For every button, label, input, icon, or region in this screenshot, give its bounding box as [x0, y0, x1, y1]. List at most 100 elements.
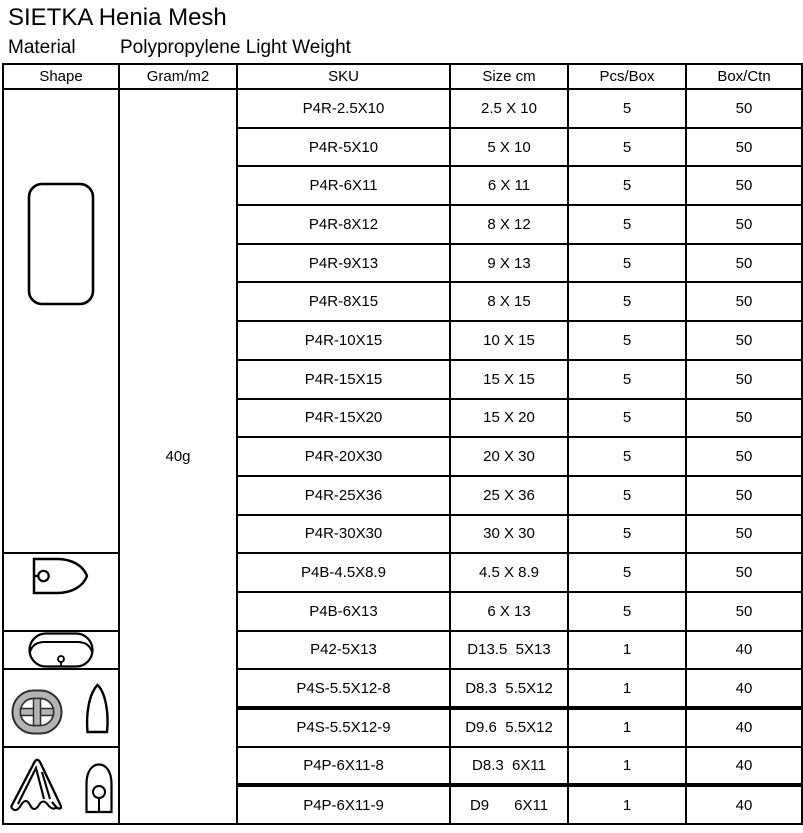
pcs-cell: 5: [567, 88, 687, 129]
size-cell: 5 X 10: [449, 126, 569, 168]
table-row: P4R-30X30 30 X 30 5 50: [3, 513, 803, 555]
table-row: P42-5X13 D13.5 5X13 1 40: [2, 629, 803, 671]
size-cell: 20 X 30: [449, 436, 569, 477]
sku-cell: P4B-4.5X8.9: [236, 552, 451, 593]
box-cell: 50: [685, 320, 803, 361]
box-cell: 50: [685, 436, 803, 477]
col-header-size: Size cm: [449, 63, 569, 90]
box-cell: 40: [685, 629, 803, 671]
sku-cell: P4R-15X15: [236, 358, 451, 400]
size-cell: 4.5 X 8.9: [449, 552, 569, 593]
size-cell: 8 X 12: [449, 204, 569, 245]
pcs-cell: 5: [567, 590, 687, 632]
box-cell: 50: [685, 552, 803, 593]
size-cell: D8.3 6X11: [449, 745, 569, 788]
table-row: P4R-25X36 25 X 36 5 50: [3, 474, 803, 516]
table-row: 40g P4R-2.5X10 2.5 X 10 5 50: [2, 87, 803, 826]
pcs-cell: 5: [567, 474, 687, 516]
sku-cell: P4P-6X11-8: [236, 745, 451, 788]
sku-cell: P4S-5.5X12-8: [236, 668, 451, 710]
box-cell: 50: [685, 590, 803, 632]
size-cell: 9 X 13: [449, 242, 569, 284]
material-line: Material Polypropylene Light Weight: [0, 34, 803, 61]
bullet-tag-with-eyelet-icon: [32, 558, 89, 595]
table-row: P4B-6X13 6 X 13 5 50: [3, 590, 803, 632]
header-row: Shape Gram/m2 SKU Size cm Pcs/Box Box/Ct…: [2, 63, 803, 90]
sku-cell: P4P-6X11-9: [236, 784, 451, 826]
pcs-cell: 5: [567, 165, 687, 207]
sku-cell: P4R-6X11: [236, 165, 451, 207]
pcs-cell: 5: [567, 204, 687, 245]
table-row: P4B-4.5X8.9 4.5 X 8.9 5 50: [2, 552, 803, 632]
table-row: P4R-15X20 15 X 20 5 50: [3, 397, 803, 439]
table-row: P4R-20X30 20 X 30 5 50: [3, 436, 803, 477]
sku-cell: P4R-5X10: [236, 126, 451, 168]
gram-cell: 40g: [118, 87, 238, 826]
sku-cell: P42-5X13: [236, 629, 451, 671]
col-header-gram: Gram/m2: [118, 63, 238, 90]
pcs-cell: 5: [567, 513, 687, 555]
product-spec-table: Shape Gram/m2 SKU Size cm Pcs/Box Box/Ct…: [2, 63, 803, 826]
table-row: P4S-5.5X12-9 D9.6 5.5X12 1 40: [3, 707, 803, 748]
pcs-cell: 5: [567, 358, 687, 400]
pcs-cell: 1: [567, 784, 687, 826]
rounded-rectangle-icon: [27, 182, 95, 306]
size-cell: D8.3 5.5X12: [449, 668, 569, 710]
box-cell: 40: [685, 784, 803, 826]
size-cell: 6 X 11: [449, 165, 569, 207]
table-row: P4R-8X15 8 X 15 5 50: [3, 281, 803, 323]
material-label: Material: [8, 37, 76, 58]
pcs-cell: 5: [567, 281, 687, 323]
crumpled-mesh-icon: [9, 758, 63, 812]
col-header-box: Box/Ctn: [685, 63, 803, 90]
box-cell: 50: [685, 513, 803, 555]
box-cell: 50: [685, 281, 803, 323]
size-cell: 30 X 30: [449, 513, 569, 555]
sku-cell: P4S-5.5X12-9: [236, 707, 451, 748]
sku-cell: P4R-8X15: [236, 281, 451, 323]
arch-with-eyelet-icon: [85, 763, 113, 814]
pointed-board-icon: [86, 682, 109, 733]
shape-cell-crumpled-mesh-and-arch: [2, 745, 120, 826]
size-cell: D9.6 5.5X12: [449, 707, 569, 748]
table-row: P4P-6X11-8 D8.3 6X11 1 40: [2, 745, 803, 826]
pcs-cell: 1: [567, 745, 687, 788]
size-cell: 2.5 X 10: [449, 88, 569, 129]
box-cell: 40: [685, 745, 803, 788]
size-cell: 25 X 36: [449, 474, 569, 516]
size-cell: 15 X 20: [449, 397, 569, 439]
page-title: SIETKA Henia Mesh: [8, 4, 227, 31]
sku-cell: P4R-15X20: [236, 397, 451, 439]
box-cell: 50: [685, 204, 803, 245]
pcs-cell: 5: [567, 242, 687, 284]
sku-cell: P4R-8X12: [236, 204, 451, 245]
oval-buckle-icon: [11, 689, 63, 734]
pcs-cell: 1: [567, 707, 687, 748]
table-row: P4R-10X15 10 X 15 5 50: [3, 320, 803, 361]
col-header-pcs: Pcs/Box: [567, 63, 687, 90]
sku-cell: P4R-2.5X10: [236, 88, 451, 129]
sku-cell: P4R-25X36: [236, 474, 451, 516]
pcs-cell: 1: [567, 629, 687, 671]
box-cell: 50: [685, 165, 803, 207]
shape-cell-oval-tray: [2, 629, 120, 671]
sku-cell: P4R-10X15: [236, 320, 451, 361]
table-row: P4R-5X10 5 X 10 5 50: [3, 126, 803, 168]
box-cell: 50: [685, 358, 803, 400]
pcs-cell: 5: [567, 436, 687, 477]
oval-tray-with-knob-icon: [28, 632, 94, 668]
table-row: P4R-6X11 6 X 11 5 50: [3, 165, 803, 207]
table-row: P4R-15X15 15 X 15 5 50: [3, 358, 803, 400]
size-cell: 6 X 13: [449, 590, 569, 632]
shape-cell-rounded-rectangle: [2, 87, 120, 555]
box-cell: 40: [685, 668, 803, 710]
shape-cell-bullet-tag: [2, 552, 120, 632]
sku-cell: P4R-9X13: [236, 242, 451, 284]
box-cell: 50: [685, 397, 803, 439]
size-cell: 15 X 15: [449, 358, 569, 400]
col-header-shape: Shape: [2, 63, 120, 90]
pcs-cell: 5: [567, 126, 687, 168]
sku-cell: P4R-20X30: [236, 436, 451, 477]
shape-cell-buckle-and-board: [2, 668, 120, 748]
size-cell: D9 6X11: [449, 784, 569, 826]
